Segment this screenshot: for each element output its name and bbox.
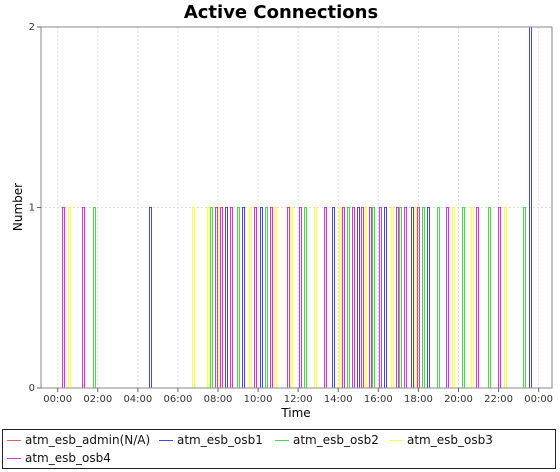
x-tick-label: 12:00 [284, 394, 313, 405]
spike-mark [270, 207, 273, 388]
spike-mark [314, 207, 317, 388]
spike-mark [260, 207, 263, 388]
x-tick-label: 04:00 [123, 394, 152, 405]
series-atm-esb-osb2 [51, 207, 539, 389]
legend-label: atm_esb_osb2 [293, 433, 379, 447]
spike-mark [369, 207, 372, 388]
spike-mark [93, 207, 96, 388]
x-tick-label: 00:00 [43, 394, 72, 405]
spike-mark [361, 207, 364, 388]
legend-item: atm_esb_osb4 [7, 450, 111, 466]
x-tick-label: 18:00 [404, 394, 433, 405]
spike-mark [357, 207, 360, 388]
series-atm-esb-osb3 [51, 207, 539, 389]
grid [41, 26, 552, 389]
legend-swatch [275, 439, 289, 441]
spike-mark [437, 207, 440, 388]
spike-mark [523, 207, 526, 388]
y-axis-label: Number [11, 183, 25, 231]
spike-mark [149, 207, 152, 388]
legend-label: atm_esb_osb1 [177, 433, 263, 447]
axes: 00:00 02:00 04:00 06:00 08:00 10:00 12:00 14:00… [29, 22, 553, 405]
spike-mark [504, 207, 507, 388]
spike-mark [391, 207, 394, 388]
spike-mark [68, 207, 71, 388]
spike-mark [427, 207, 430, 388]
spike-mark [299, 207, 302, 388]
spike-mark [414, 207, 417, 388]
spike-mark [192, 207, 195, 388]
x-tick-label: 20:00 [444, 394, 473, 405]
spike-mark [254, 207, 257, 388]
legend-swatch [7, 457, 21, 459]
spike-mark [462, 207, 465, 388]
spike-mark [342, 207, 345, 388]
legend-item: atm_esb_osb1 [159, 432, 263, 448]
spike-mark [324, 207, 327, 388]
series-atm-esb-osb1 [51, 26, 539, 389]
legend: atm_esb_admin(N/A) atm_esb_osb1 atm_esb_os… [2, 429, 556, 469]
legend-label: atm_esb_osb4 [25, 451, 111, 465]
spike-mark [215, 207, 218, 388]
spike-mark [242, 207, 245, 388]
spike-mark [471, 207, 474, 388]
spike-mark [290, 207, 293, 388]
spike-mark [488, 207, 491, 388]
spike-mark [230, 207, 233, 388]
spike-mark [82, 207, 85, 388]
x-tick-label: 22:00 [484, 394, 513, 405]
legend-label: atm_esb_osb3 [407, 433, 493, 447]
legend-swatch [159, 439, 173, 441]
spike-mark [372, 207, 375, 388]
y-tick-label: 1 [29, 203, 35, 214]
spike-mark [220, 207, 223, 388]
spike-mark [476, 207, 479, 388]
x-axis-label: Time [280, 406, 310, 420]
active-connections-chart: Active Connections 00:00 02:00 04:00 06:00 0… [11, 2, 553, 420]
spike-mark [411, 207, 414, 388]
spike-mark [62, 207, 65, 388]
legend-item: atm_esb_osb3 [389, 432, 493, 448]
legend-item: atm_esb_admin(N/A) [7, 432, 150, 448]
x-tick-label: 02:00 [83, 394, 112, 405]
spike-mark [287, 207, 290, 388]
spike-mark [396, 207, 399, 388]
spike-mark [452, 207, 455, 388]
x-tick-label: 14:00 [324, 394, 353, 405]
spike-mark [364, 207, 367, 388]
legend-swatch [389, 439, 403, 441]
spike-mark [379, 207, 382, 388]
spike-mark [339, 207, 342, 388]
y-tick-label: 0 [29, 383, 35, 394]
x-tick-label: 06:00 [164, 394, 193, 405]
spike-mark [384, 207, 387, 388]
spike-mark [332, 207, 335, 388]
spike-mark [225, 207, 228, 388]
spike-mark [422, 207, 425, 388]
spike-mark [207, 207, 210, 388]
series-atm-esb-osb4 [51, 207, 539, 389]
spike-mark [498, 207, 501, 388]
spike-mark [404, 207, 407, 388]
spike-mark [249, 207, 252, 388]
x-tick-label: 08:00 [204, 394, 233, 405]
spike-mark [274, 207, 277, 388]
spike-mark [417, 207, 420, 388]
spike-mark [237, 207, 240, 388]
spike-mark [347, 207, 350, 388]
legend-swatch [7, 439, 21, 441]
spike-mark [265, 207, 268, 388]
spike-mark [399, 207, 402, 388]
spike-mark [352, 207, 355, 388]
spike-mark [304, 207, 307, 388]
spike-mark [210, 207, 213, 388]
spike-mark [446, 207, 449, 388]
y-tick-label: 2 [29, 22, 35, 33]
chart-title: Active Connections [184, 2, 378, 23]
x-tick-label: 16:00 [364, 394, 393, 405]
x-tick-label: 00:00 [524, 394, 553, 405]
legend-label: atm_esb_admin(N/A) [25, 433, 151, 447]
x-tick-label: 10:00 [244, 394, 273, 405]
legend-item: atm_esb_osb2 [275, 432, 379, 448]
